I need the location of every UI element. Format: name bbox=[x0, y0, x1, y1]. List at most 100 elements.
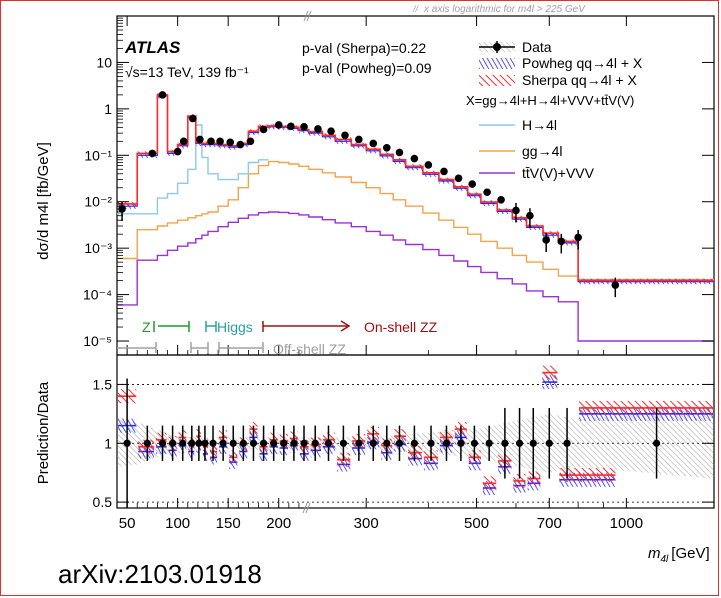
higgs-line bbox=[117, 124, 269, 215]
ratio-data-point bbox=[355, 439, 363, 447]
data-point bbox=[158, 91, 167, 99]
ratio-data-point bbox=[229, 439, 237, 447]
ratio-y-tick-label: 0.5 bbox=[93, 494, 113, 510]
ratio-data-point bbox=[249, 439, 258, 447]
ratio-y-tick-label: 1 bbox=[104, 435, 112, 451]
ratio-data-point bbox=[195, 439, 203, 447]
offshell-markers bbox=[117, 342, 264, 353]
data-point bbox=[314, 125, 322, 133]
data-point bbox=[497, 196, 505, 204]
ratio-data-point bbox=[280, 439, 288, 447]
x-tick-label: 1000 bbox=[610, 515, 643, 532]
higgs-region-marker bbox=[205, 321, 217, 332]
top-note-break-icon: // bbox=[412, 4, 420, 14]
data-point bbox=[327, 127, 335, 136]
x-tick-label: 700 bbox=[537, 515, 562, 532]
data-point bbox=[468, 180, 477, 188]
pval-sherpa: p-val (Sherpa)=0.22 bbox=[302, 40, 426, 56]
x-axis-title: m4l [GeV] bbox=[648, 545, 710, 565]
ratio-data-point bbox=[239, 439, 247, 447]
main-plot-area bbox=[117, 91, 714, 342]
powheg-line bbox=[117, 95, 714, 283]
x-tick-label: 500 bbox=[464, 515, 489, 532]
ratio-data-point bbox=[188, 439, 196, 447]
ratio-data-point bbox=[209, 439, 217, 447]
ratio-data-point bbox=[158, 439, 167, 447]
experiment-label: ATLAS bbox=[124, 38, 181, 57]
ratio-data-point bbox=[427, 439, 435, 447]
ratio-data-point bbox=[395, 439, 404, 447]
main-ylabel: dσ/d m4l [fb/GeV] bbox=[35, 142, 52, 260]
legend-gg-entry: gg→4l bbox=[479, 143, 562, 159]
sherpa-line bbox=[117, 94, 714, 282]
ratio-data-point bbox=[457, 439, 465, 447]
ratio-data-point bbox=[290, 439, 298, 447]
legend-powheg-label: Powheg qq→4l + X bbox=[522, 55, 643, 71]
x-tick-label: 150 bbox=[216, 515, 241, 532]
top-note: x axis logarithmic for m4l > 225 GeV bbox=[423, 4, 586, 15]
data-point bbox=[274, 121, 283, 129]
ratio-data-point bbox=[201, 439, 209, 447]
data-point bbox=[236, 140, 245, 149]
data-point bbox=[216, 137, 224, 146]
ratio-data-point bbox=[300, 439, 308, 447]
ratio-data-point bbox=[545, 439, 553, 447]
ratio-data-point bbox=[339, 439, 348, 447]
ratio-data-point bbox=[529, 439, 537, 447]
data-point bbox=[542, 236, 550, 244]
data-point bbox=[148, 149, 157, 158]
axes-group: 10 1 10⁻¹ 10⁻² 10⁻³ 10⁻⁴ 10⁻⁵ 1.5 1 0.5 50 100 150 20… bbox=[83, 16, 714, 532]
offshell-label: Off-shell ZZ bbox=[273, 341, 346, 357]
ratio-data-point bbox=[259, 439, 268, 447]
ratio-data-point bbox=[410, 439, 418, 447]
ratio-data-point bbox=[470, 439, 478, 447]
y-tick-label: 10⁻⁵ bbox=[83, 333, 112, 349]
legend-higgs-entry: H→4l bbox=[479, 117, 557, 133]
x-axis-title-m: m bbox=[648, 545, 661, 562]
z-region-marker bbox=[153, 321, 190, 332]
data-point bbox=[512, 206, 520, 215]
ratio-data-point bbox=[442, 439, 451, 447]
data-point bbox=[526, 211, 534, 220]
ratio-data-point bbox=[143, 439, 151, 447]
legend: Data Powheg qq→4l + X Sherpa qq→4l + X X… bbox=[466, 39, 643, 181]
data-point bbox=[355, 135, 363, 144]
x-tick-label: 100 bbox=[165, 515, 190, 532]
ratio-plot-area bbox=[117, 365, 714, 508]
ratio-data-point bbox=[383, 439, 391, 447]
citation: arXiv:2103.01918 bbox=[58, 559, 262, 589]
onshell-arrow bbox=[262, 320, 351, 332]
ratio-data-point bbox=[515, 439, 524, 447]
z-region-label: Z bbox=[142, 319, 151, 335]
y-tick-label: 1 bbox=[104, 101, 112, 117]
x-axis-title-unit: [GeV] bbox=[671, 545, 709, 562]
ratio-data-point bbox=[485, 439, 493, 447]
y-tick-label: 10⁻⁴ bbox=[83, 287, 112, 303]
legend-x-definition: X=gg→4l+H→4l+VVV+tt̄V(V) bbox=[466, 93, 634, 108]
legend-ttv-entry: tt̄V(V)+VVV bbox=[479, 165, 595, 181]
legend-powheg-entry: Powheg qq→4l + X bbox=[479, 55, 643, 71]
y-tick-label: 10⁻¹ bbox=[84, 147, 112, 163]
ratio-data-point bbox=[219, 439, 227, 447]
ratio-data-point bbox=[179, 439, 187, 447]
legend-sherpa-label: Sherpa qq→4l + X bbox=[522, 72, 637, 88]
gg-line bbox=[117, 160, 714, 281]
axis-break-marks bbox=[302, 10, 312, 514]
legend-sherpa-entry: Sherpa qq→4l + X bbox=[479, 72, 637, 88]
ratio-data-point bbox=[270, 439, 278, 447]
data-point bbox=[454, 174, 463, 183]
legend-data-label: Data bbox=[522, 39, 552, 55]
x-tick-label: 300 bbox=[354, 515, 379, 532]
ratio-data-point bbox=[311, 439, 319, 447]
ratio-ylabel: Prediction/Data bbox=[35, 381, 52, 484]
ratio-y-tick-label: 1.5 bbox=[93, 376, 113, 392]
legend-gg-label: gg→4l bbox=[522, 143, 562, 159]
legend-data-entry: Data bbox=[479, 39, 552, 55]
data-point bbox=[341, 131, 349, 140]
x-tick-label: 50 bbox=[119, 515, 136, 532]
data-point bbox=[410, 154, 419, 163]
data-point bbox=[196, 135, 204, 144]
energy-lumi-label: √s=13 TeV, 139 fb⁻¹ bbox=[125, 64, 249, 80]
